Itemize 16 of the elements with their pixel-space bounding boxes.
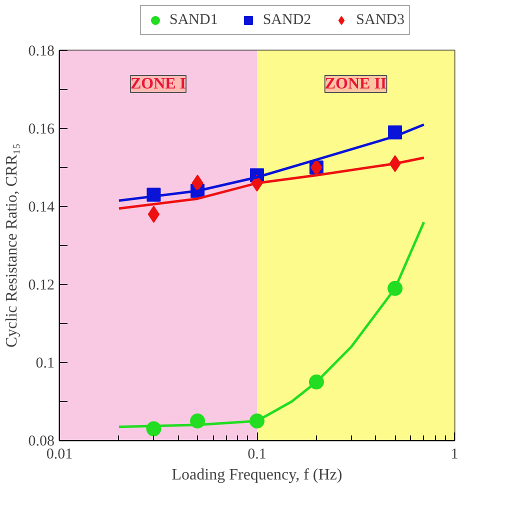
band-label: ZONE II	[324, 76, 387, 92]
legend-label: SAND2	[262, 12, 312, 28]
y-tick-label: 0.1	[36, 356, 54, 372]
y-tick-label: 0.12	[28, 278, 54, 294]
y-tick-label: 0.14	[28, 200, 55, 216]
legend-label: SAND3	[356, 12, 405, 28]
y-tick-label: 0.08	[28, 434, 54, 450]
x-tick-label: 0.01	[46, 446, 73, 462]
x-axis-title: Loading Frequency, f (Hz)	[172, 466, 342, 484]
x-tick-label: 0.1	[248, 446, 266, 462]
y-tick-label: 0.16	[28, 122, 55, 138]
y-axis-title: Cyclic Resistance Ratio, CRR₁₅	[3, 143, 20, 348]
band-label: ZONE I	[130, 76, 186, 92]
y-tick-label: 0.18	[28, 44, 54, 60]
x-tick-label: 1	[450, 446, 458, 462]
legend-label: SAND1	[169, 12, 218, 28]
